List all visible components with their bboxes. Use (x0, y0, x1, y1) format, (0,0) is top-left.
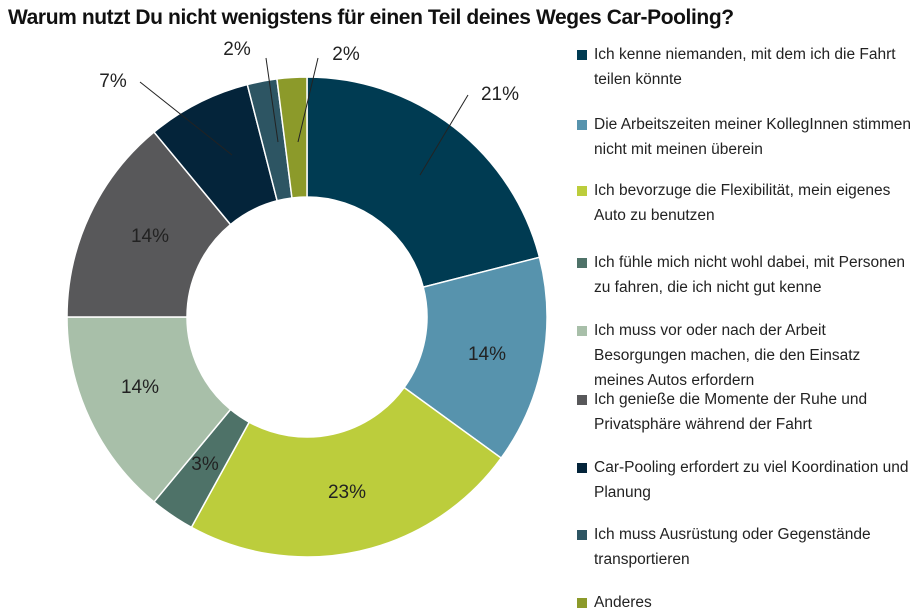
legend-label: Ich muss Ausrüstung oder Gegenstände tra… (594, 526, 871, 568)
legend-swatch (577, 326, 587, 336)
data-label: 3% (191, 454, 219, 475)
leader-line (139, 81, 233, 156)
legend-swatch (577, 463, 587, 473)
legend-item: Anderes (577, 590, 912, 615)
leader-line (265, 57, 279, 143)
legend-swatch (577, 120, 587, 130)
donut-slice (66, 131, 232, 318)
legend-item: Car-Pooling erfordert zu viel Koordinati… (577, 455, 912, 505)
donut-slice (403, 256, 548, 460)
leader-line (419, 94, 469, 176)
donut-slice (306, 76, 541, 289)
data-label: 21% (481, 84, 519, 105)
data-label: 14% (121, 377, 159, 398)
legend-label: Ich kenne niemanden, mit dem ich die Fah… (594, 46, 896, 88)
data-label: 2% (223, 39, 251, 60)
legend-label: Ich fühle mich nicht wohl dabei, mit Per… (594, 254, 906, 296)
legend-swatch (577, 50, 587, 60)
legend-item: Ich muss vor oder nach der Arbeit Besorg… (577, 318, 912, 393)
chart-title: Warum nutzt Du nicht wenigstens für eine… (8, 6, 734, 29)
legend-item: Ich genieße die Momente der Ruhe und Pri… (577, 387, 912, 437)
legend-label: Die Arbeitszeiten meiner KollegInnen sti… (594, 116, 912, 158)
donut-slice (190, 386, 503, 558)
legend-item: Die Arbeitszeiten meiner KollegInnen sti… (577, 112, 912, 162)
legend-item: Ich fühle mich nicht wohl dabei, mit Per… (577, 250, 912, 300)
data-label: 14% (131, 226, 169, 247)
donut-slice (66, 316, 232, 503)
legend-swatch (577, 395, 587, 405)
legend-swatch (577, 258, 587, 268)
legend-label: Ich genieße die Momente der Ruhe und Pri… (594, 391, 868, 433)
data-label: 7% (99, 71, 127, 92)
legend-label: Ich bevorzuge die Flexibilität, mein eig… (594, 182, 891, 224)
legend-label: Car-Pooling erfordert zu viel Koordinati… (594, 459, 909, 501)
legend-item: Ich muss Ausrüstung oder Gegenstände tra… (577, 522, 912, 572)
data-label: 14% (468, 344, 506, 365)
donut-slice (276, 76, 308, 199)
legend-swatch (577, 598, 587, 608)
legend-swatch (577, 186, 587, 196)
legend-swatch (577, 530, 587, 540)
legend-label: Anderes (594, 594, 652, 611)
data-label: 23% (328, 482, 366, 503)
leader-line (297, 57, 319, 143)
legend-item: Ich kenne niemanden, mit dem ich die Fah… (577, 42, 912, 92)
legend-item: Ich bevorzuge die Flexibilität, mein eig… (577, 178, 912, 228)
legend-label: Ich muss vor oder nach der Arbeit Besorg… (594, 322, 861, 389)
data-label: 2% (332, 44, 360, 65)
